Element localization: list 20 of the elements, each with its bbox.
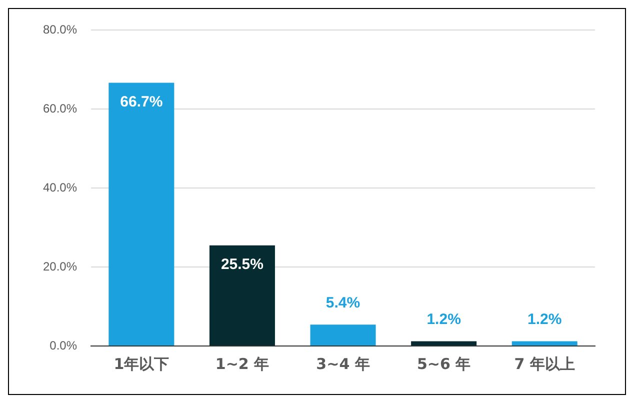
bar <box>310 324 376 346</box>
x-tick-label: 1~2 年 <box>215 354 270 373</box>
bar <box>209 245 275 346</box>
x-tick-label: 1年以下 <box>114 354 170 373</box>
bar <box>411 341 477 346</box>
y-tick-label: 80.0% <box>42 22 78 37</box>
data-label: 1.2% <box>426 310 461 328</box>
x-tick-label: 7 年以上 <box>514 354 575 373</box>
bar <box>512 341 578 346</box>
data-label: 66.7% <box>120 93 163 110</box>
x-tick-label: 5~6 年 <box>416 354 471 373</box>
y-tick-label: 0.0% <box>50 338 78 352</box>
y-tick-label: 20.0% <box>42 259 78 274</box>
bar <box>108 82 174 346</box>
y-tick-label: 40.0% <box>42 180 78 194</box>
data-label: 25.5% <box>220 256 264 273</box>
x-tick-label: 3~4 年 <box>316 354 370 373</box>
data-label: 5.4% <box>326 294 360 312</box>
y-tick-label: 60.0% <box>42 101 78 116</box>
data-label: 1.2% <box>528 310 562 328</box>
